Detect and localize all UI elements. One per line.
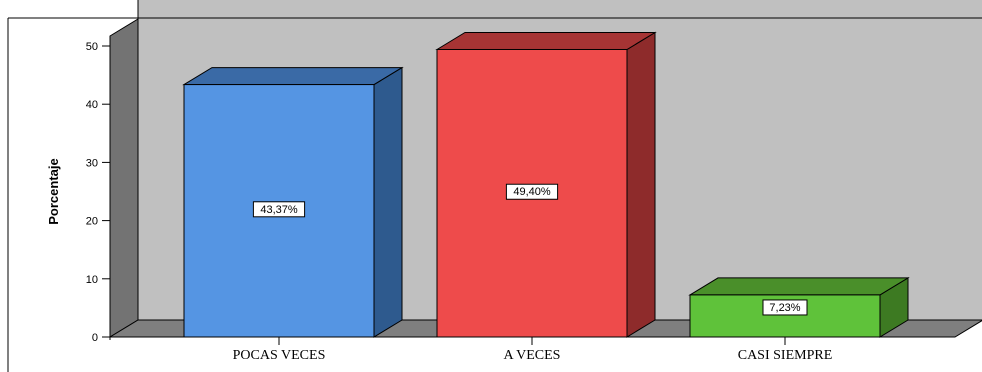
x-tick-label: A VECES [504, 348, 561, 363]
data-label-box [505, 183, 559, 200]
x-axis-labels: POCAS VECES A VECES CASI SIEMPRE [233, 337, 833, 363]
side-wall [109, 18, 139, 338]
y-tick-label: 10 [86, 274, 98, 286]
bar-pocas-veces: 43,37% [182, 66, 404, 338]
bar-a-veces: 49,40% [435, 31, 657, 338]
bar-side [626, 31, 656, 338]
bar-top [182, 67, 404, 86]
bar-top [435, 31, 657, 50]
data-label: 43,37% [260, 204, 298, 216]
y-tick-label: 30 [86, 157, 98, 169]
y-tick-label: 50 [86, 41, 98, 53]
data-label-box [252, 201, 306, 218]
data-label: 49,40% [513, 186, 551, 198]
y-axis: 0 10 20 30 40 50 [86, 36, 111, 344]
bar-top [688, 277, 910, 296]
bar-side [373, 66, 403, 338]
data-label-box [762, 299, 808, 316]
y-tick-label: 20 [86, 216, 98, 228]
x-tick-label: CASI SIEMPRE [738, 348, 833, 363]
data-label: 7,23% [769, 302, 800, 314]
y-tick-label: 0 [92, 332, 98, 344]
bars-group: 43,37% 49,40% 7,23% [182, 31, 910, 338]
y-tick-label: 40 [86, 99, 98, 111]
x-tick-label: POCAS VECES [233, 348, 326, 363]
bar-casi-siempre: 7,23% [688, 277, 910, 338]
y-axis-title: Porcentaje [46, 158, 61, 224]
